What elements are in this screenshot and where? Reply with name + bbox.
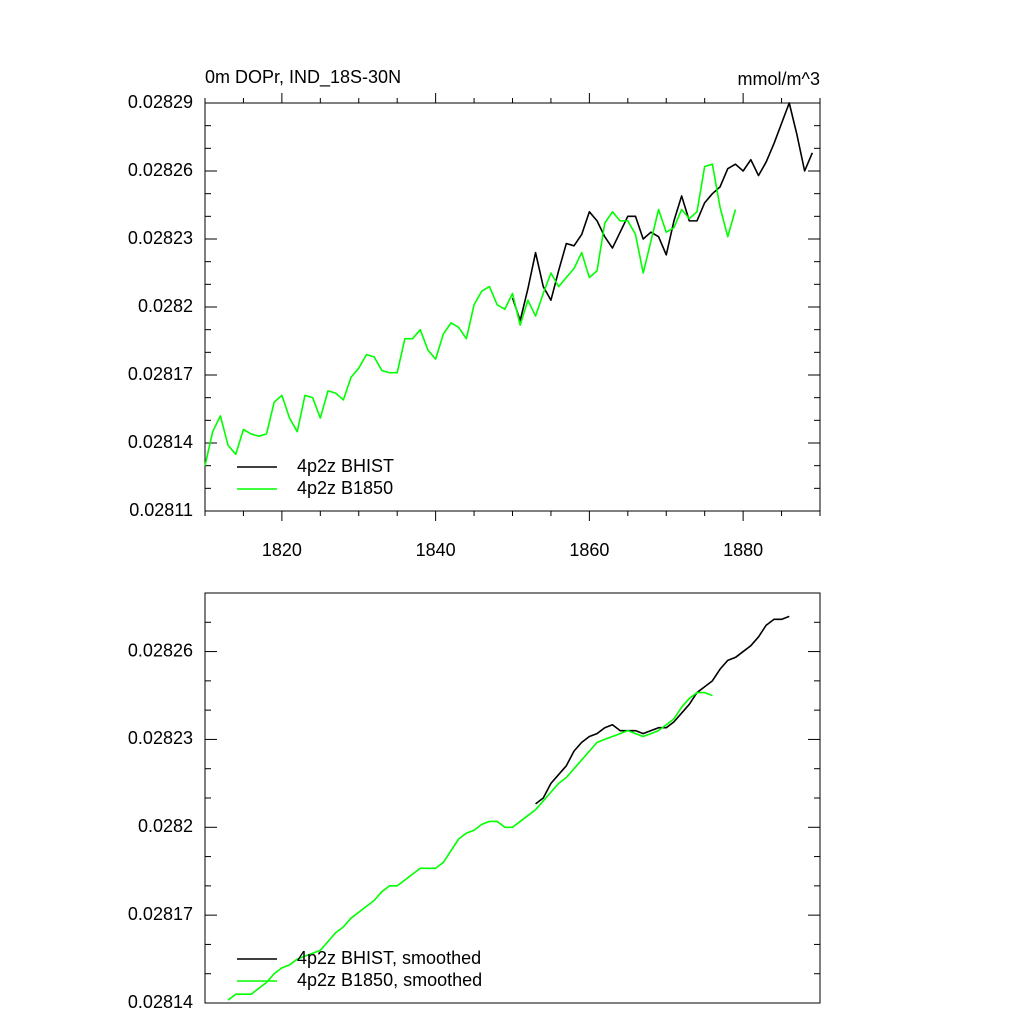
x-tick-label: 1840 xyxy=(416,540,456,560)
y-tick-label: 0.02811 xyxy=(129,500,193,520)
series-line xyxy=(227,691,713,1001)
y-tick-label: 0.02817 xyxy=(128,364,193,384)
x-tick-label: 1820 xyxy=(262,540,302,560)
series-line xyxy=(535,615,790,805)
legend-label: 4p2z BHIST xyxy=(297,456,394,476)
plot-frame xyxy=(204,592,821,1004)
y-tick-label: 0.0282 xyxy=(138,816,193,836)
y-tick-label: 0.02826 xyxy=(128,640,193,660)
series-line xyxy=(511,102,814,322)
y-tick-label: 0.02823 xyxy=(128,228,193,248)
y-tick-label: 0.02823 xyxy=(128,728,193,748)
y-tick-label: 0.02817 xyxy=(128,904,193,924)
legend-label: 4p2z B1850, smoothed xyxy=(297,970,482,990)
series-line xyxy=(204,163,737,466)
y-tick-label: 0.02814 xyxy=(128,432,193,452)
legend-label: 4p2z BHIST, smoothed xyxy=(297,948,481,968)
x-tick-label: 1860 xyxy=(569,540,609,560)
chart-title: 0m DOPr, IND_18S-30N xyxy=(205,67,401,88)
y-tick-label: 0.02826 xyxy=(128,160,193,180)
y-tick-label: 0.02814 xyxy=(128,992,193,1012)
x-tick-label: 1880 xyxy=(723,540,763,560)
units-label: mmol/m^3 xyxy=(738,69,820,89)
y-tick-label: 0.02829 xyxy=(128,92,193,112)
plot-frame xyxy=(204,102,821,512)
y-tick-label: 0.0282 xyxy=(138,296,193,316)
legend-label: 4p2z B1850 xyxy=(297,478,393,498)
